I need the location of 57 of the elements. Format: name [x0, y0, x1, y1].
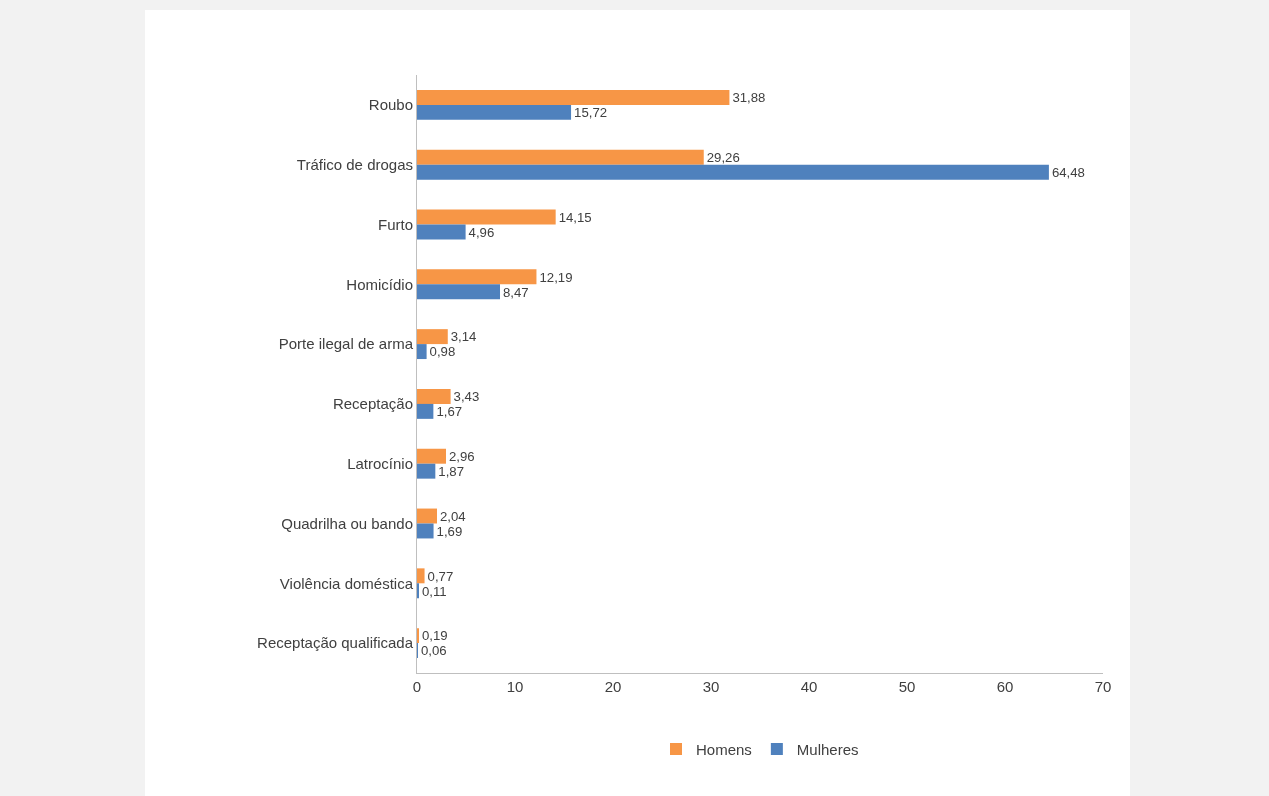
- bar: [417, 344, 427, 360]
- legend-label: Homens: [696, 740, 752, 758]
- y-tick-label: Porte ilegal de arma: [278, 335, 414, 353]
- bar: [417, 388, 451, 404]
- y-tick-label: Violência doméstica: [279, 574, 414, 592]
- y-tick-label: Tráfico de drogas: [296, 155, 413, 173]
- bar: [417, 149, 704, 165]
- bar: [417, 403, 434, 419]
- x-tick-label: 40: [800, 678, 818, 695]
- x-tick-label: 30: [702, 678, 720, 695]
- bar: [417, 89, 730, 105]
- bar: [417, 224, 466, 240]
- bar: [417, 269, 537, 285]
- legend-label: Mulheres: [796, 740, 859, 758]
- data-label: 3,43: [453, 389, 480, 405]
- data-label: 4,96: [468, 224, 495, 240]
- y-tick-label: Receptação qualificada: [257, 634, 414, 652]
- data-label: 0,06: [421, 643, 447, 659]
- bar: [417, 508, 437, 524]
- data-label: 12,19: [539, 269, 573, 285]
- data-label: 2,96: [449, 449, 475, 465]
- bar: [417, 448, 447, 464]
- data-label: 31,88: [732, 90, 766, 106]
- data-label: 0,98: [429, 344, 456, 360]
- data-label: 29,26: [706, 150, 740, 166]
- y-tick-label: Latrocínio: [347, 454, 413, 472]
- y-tick-label: Receptação: [332, 395, 413, 413]
- bar: [417, 463, 436, 479]
- bar: [417, 284, 501, 300]
- x-tick-label: 10: [506, 678, 524, 695]
- bar: [417, 104, 572, 120]
- data-label: 1,67: [436, 404, 463, 420]
- y-tick-label: Quadrilha ou bando: [281, 514, 413, 532]
- data-label: 0,19: [422, 628, 448, 644]
- data-label: 3,14: [450, 329, 477, 345]
- data-label: 14,15: [558, 209, 592, 225]
- x-tick-label: 20: [604, 678, 622, 695]
- y-tick-label: Homicídio: [346, 275, 413, 293]
- data-label: 0,11: [422, 583, 447, 599]
- data-label: 64,48: [1051, 165, 1085, 181]
- data-label: 1,87: [438, 464, 465, 480]
- data-label: 2,04: [439, 508, 466, 524]
- bar: [417, 209, 556, 225]
- bar: [417, 164, 1049, 180]
- bar: [417, 329, 448, 345]
- data-label: 8,47: [503, 284, 529, 300]
- bar: [417, 568, 425, 584]
- x-tick-label: 50: [898, 678, 916, 695]
- y-tick-label: Roubo: [368, 96, 413, 114]
- x-tick-label: 0: [412, 678, 422, 695]
- x-tick-label: 60: [996, 678, 1014, 695]
- data-label: 1,69: [436, 523, 463, 539]
- bar: [417, 523, 434, 539]
- data-label: 0,77: [427, 568, 454, 584]
- y-tick-label: Furto: [377, 215, 413, 233]
- data-label: 15,72: [574, 105, 608, 121]
- x-tick-label: 70: [1094, 678, 1112, 695]
